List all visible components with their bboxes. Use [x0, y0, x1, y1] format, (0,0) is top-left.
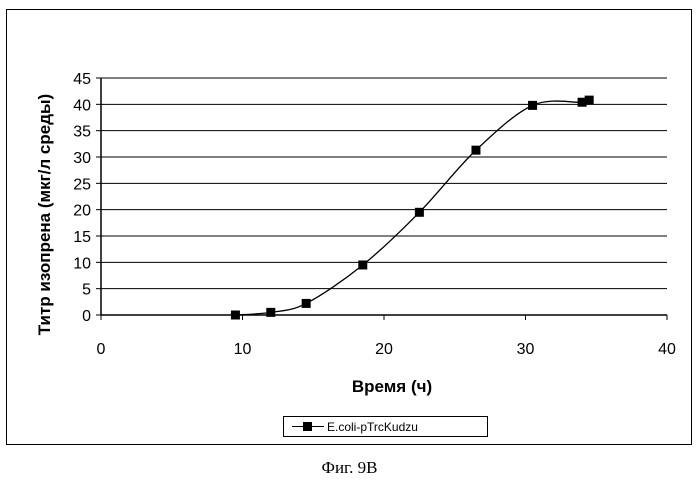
- x-axis-title: Время (ч): [352, 377, 432, 396]
- data-point-1: [266, 308, 275, 317]
- data-point-0: [231, 311, 240, 320]
- y-tick-label: 0: [82, 308, 91, 325]
- y-tick-label: 5: [82, 282, 91, 299]
- data-point-5: [471, 146, 480, 155]
- y-tick-label: 35: [73, 124, 91, 141]
- data-point-2: [302, 299, 311, 308]
- y-axis-title: Титр изопрена (мкг/л среды): [35, 94, 54, 335]
- y-tick-label: 45: [73, 71, 91, 88]
- data-point-4: [415, 208, 424, 217]
- x-tick-labels: 0 10 20 30 40: [97, 315, 676, 358]
- series-group: [231, 96, 594, 320]
- y-tick-label: 25: [73, 176, 91, 193]
- x-tick-label: 30: [517, 341, 535, 358]
- y-tick-label: 10: [73, 255, 91, 272]
- y-tick-labels: 0 5 10 15 20 25 30 35 40 45: [73, 71, 101, 325]
- y-tick-label: 15: [73, 229, 91, 246]
- x-tick-label: 10: [234, 341, 252, 358]
- y-tick-label: 40: [73, 97, 91, 114]
- figure-caption: Фиг. 9B: [0, 458, 699, 478]
- data-point-3: [358, 260, 367, 269]
- legend-swatch: [292, 421, 324, 433]
- x-tick-label: 0: [97, 341, 106, 358]
- legend: E.coli-pTrcKudzu: [283, 416, 488, 437]
- x-tick-label: 40: [658, 341, 676, 358]
- series-line: [235, 100, 589, 315]
- data-point-8: [585, 96, 594, 105]
- y-tick-label: 30: [73, 150, 91, 167]
- gridlines: [101, 78, 667, 289]
- data-point-6: [528, 101, 537, 110]
- legend-label: E.coli-pTrcKudzu: [327, 420, 418, 434]
- x-tick-label: 20: [375, 341, 393, 358]
- y-tick-label: 20: [73, 203, 91, 220]
